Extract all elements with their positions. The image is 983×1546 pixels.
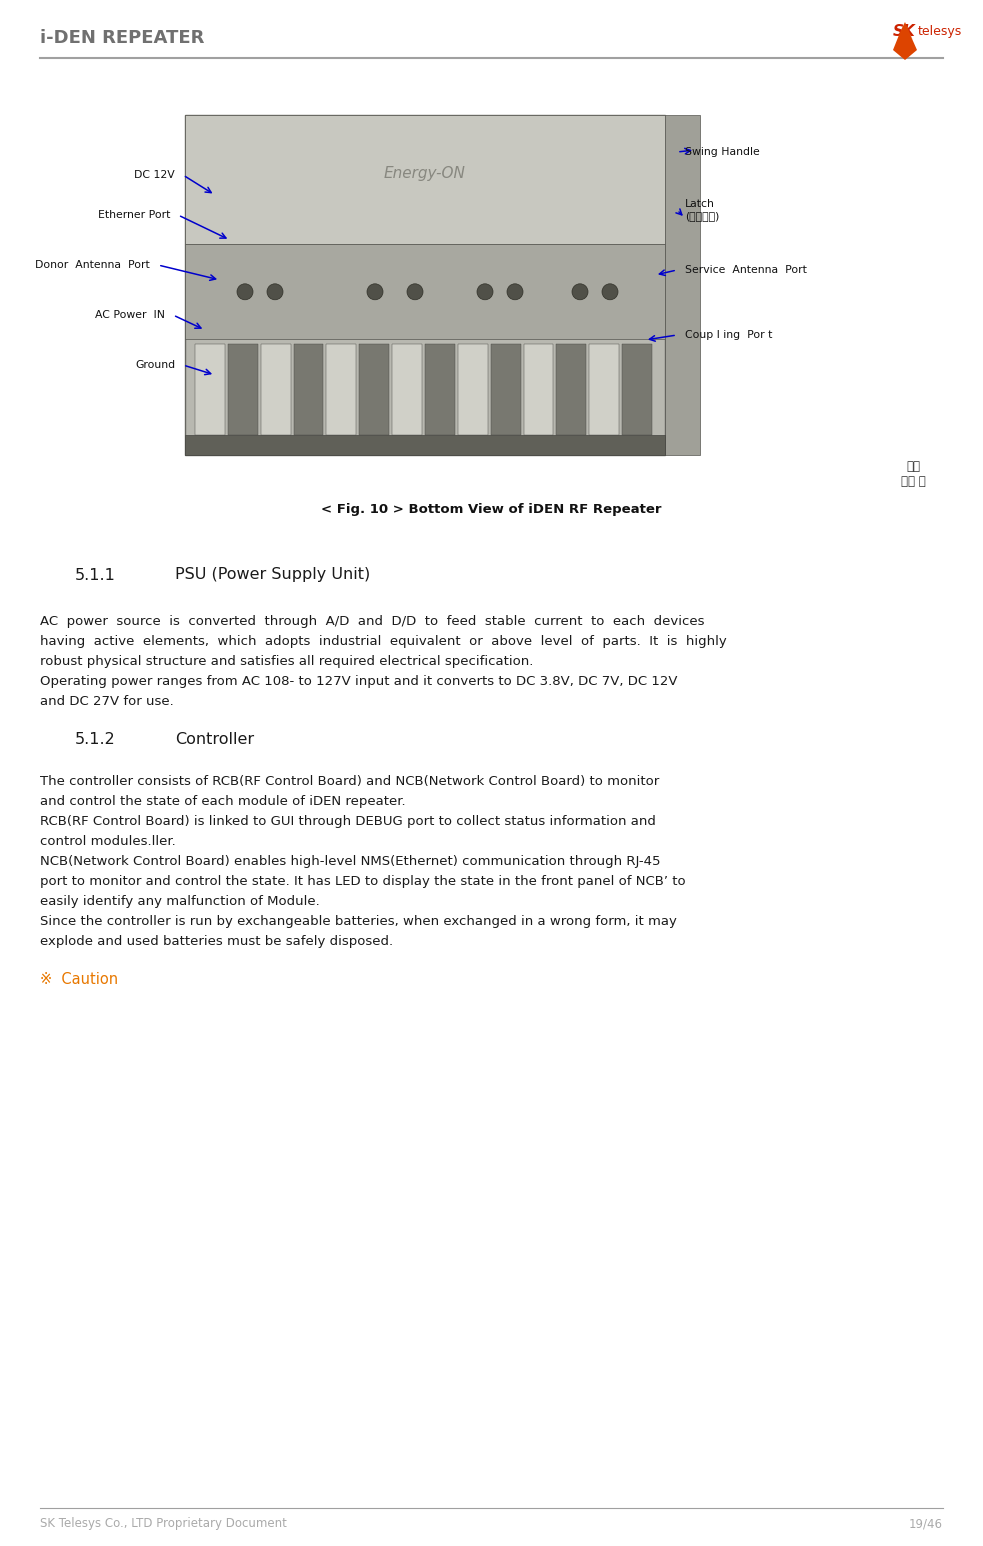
Text: Latch
(잠금장치): Latch (잠금장치) bbox=[685, 199, 720, 221]
Bar bbox=[294, 345, 323, 434]
Bar bbox=[665, 114, 700, 455]
Text: Etherner Port: Etherner Port bbox=[97, 210, 170, 220]
Text: NCB(Network Control Board) enables high-level NMS(Ethernet) communication throug: NCB(Network Control Board) enables high-… bbox=[40, 855, 661, 867]
Text: 5.1.1: 5.1.1 bbox=[75, 567, 116, 583]
Text: telesys: telesys bbox=[918, 25, 962, 39]
Circle shape bbox=[267, 284, 283, 300]
Bar bbox=[185, 244, 665, 340]
Bar bbox=[392, 345, 422, 434]
Text: 19/46: 19/46 bbox=[909, 1518, 943, 1531]
Circle shape bbox=[477, 284, 493, 300]
Bar bbox=[458, 345, 488, 434]
Text: SK: SK bbox=[893, 25, 916, 40]
Bar bbox=[622, 345, 652, 434]
Text: Donor  Antenna  Port: Donor Antenna Port bbox=[35, 260, 150, 271]
Text: Since the controller is run by exchangeable batteries, when exchanged in a wrong: Since the controller is run by exchangea… bbox=[40, 915, 677, 928]
Bar bbox=[185, 114, 665, 455]
Polygon shape bbox=[893, 22, 917, 60]
Text: SK Telesys Co., LTD Proprietary Document: SK Telesys Co., LTD Proprietary Document bbox=[40, 1518, 287, 1531]
Text: Service  Antenna  Port: Service Antenna Port bbox=[685, 264, 807, 275]
Bar bbox=[326, 345, 356, 434]
Text: PSU (Power Supply Unit): PSU (Power Supply Unit) bbox=[175, 567, 371, 583]
Text: Coup l ing  Por t: Coup l ing Por t bbox=[685, 329, 773, 340]
Text: robust physical structure and satisfies all required electrical specification.: robust physical structure and satisfies … bbox=[40, 656, 534, 668]
Circle shape bbox=[507, 284, 523, 300]
Text: control modules.ller.: control modules.ller. bbox=[40, 835, 176, 849]
Circle shape bbox=[572, 284, 588, 300]
Bar bbox=[260, 345, 291, 434]
Bar bbox=[491, 345, 521, 434]
Text: Swing Handle: Swing Handle bbox=[685, 147, 760, 158]
Text: explode and used batteries must be safely disposed.: explode and used batteries must be safel… bbox=[40, 935, 393, 948]
Text: 5.1.2: 5.1.2 bbox=[75, 733, 116, 748]
Bar bbox=[589, 345, 619, 434]
Bar bbox=[425, 345, 455, 434]
Bar bbox=[185, 114, 665, 244]
Circle shape bbox=[237, 284, 253, 300]
Text: AC  power  source  is  converted  through  A/D  and  D/D  to  feed  stable  curr: AC power source is converted through A/D… bbox=[40, 615, 705, 628]
Text: ※  Caution: ※ Caution bbox=[40, 972, 118, 988]
Text: DC 12V: DC 12V bbox=[135, 170, 175, 179]
Text: Controller: Controller bbox=[175, 733, 255, 748]
Bar bbox=[228, 345, 258, 434]
Text: 한글: 한글 bbox=[906, 461, 920, 473]
Text: < Fig. 10 > Bottom View of iDEN RF Repeater: < Fig. 10 > Bottom View of iDEN RF Repea… bbox=[321, 504, 662, 516]
Text: Operating power ranges from AC 108- to 127V input and it converts to DC 3.8V, DC: Operating power ranges from AC 108- to 1… bbox=[40, 676, 677, 688]
Text: and DC 27V for use.: and DC 27V for use. bbox=[40, 696, 174, 708]
Circle shape bbox=[602, 284, 618, 300]
Text: The controller consists of RCB(RF Control Board) and NCB(Network Control Board) : The controller consists of RCB(RF Contro… bbox=[40, 775, 660, 788]
Text: 지울 것: 지울 것 bbox=[900, 475, 925, 489]
Bar bbox=[524, 345, 553, 434]
Bar bbox=[195, 345, 225, 434]
Text: Energy-ON: Energy-ON bbox=[384, 165, 466, 181]
Text: RCB(RF Control Board) is linked to GUI through DEBUG port to collect status info: RCB(RF Control Board) is linked to GUI t… bbox=[40, 815, 656, 829]
Text: easily identify any malfunction of Module.: easily identify any malfunction of Modul… bbox=[40, 895, 319, 908]
Bar bbox=[556, 345, 586, 434]
Text: having  active  elements,  which  adopts  industrial  equivalent  or  above  lev: having active elements, which adopts ind… bbox=[40, 635, 726, 648]
Text: Ground: Ground bbox=[135, 360, 175, 369]
Text: port to monitor and control the state. It has LED to display the state in the fr: port to monitor and control the state. I… bbox=[40, 875, 685, 887]
Circle shape bbox=[407, 284, 423, 300]
Bar bbox=[359, 345, 389, 434]
Circle shape bbox=[367, 284, 383, 300]
Text: AC Power  IN: AC Power IN bbox=[95, 311, 165, 320]
Bar bbox=[185, 434, 665, 455]
Text: i-DEN REPEATER: i-DEN REPEATER bbox=[40, 29, 204, 46]
Text: and control the state of each module of iDEN repeater.: and control the state of each module of … bbox=[40, 795, 406, 809]
